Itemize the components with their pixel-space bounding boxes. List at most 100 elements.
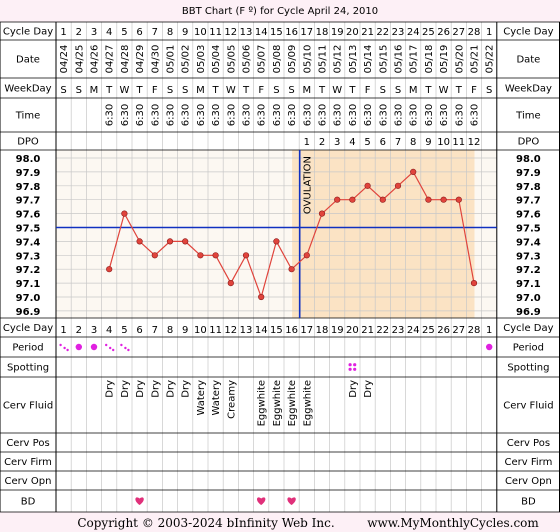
weekday-cell: S: [395, 85, 401, 96]
temperature-point: [303, 252, 310, 259]
y-tick-label: 97.6: [516, 210, 541, 221]
time-cell: 6:30: [287, 104, 298, 126]
cycle-day-cell: 12: [224, 325, 237, 336]
spotting-dot-icon: [353, 363, 357, 367]
time-cell: 6:30: [318, 104, 329, 126]
cycle-day-cell: 1: [60, 325, 66, 336]
date-cell: 05/12: [333, 45, 344, 74]
time-cell: 6:30: [135, 104, 146, 126]
temperature-point: [425, 196, 432, 203]
y-tick-label: 97.4: [16, 237, 41, 248]
time-cell: 6:30: [181, 104, 192, 126]
y-tick-label: 97.9: [16, 168, 41, 179]
time-label: Time: [15, 111, 40, 122]
temperature-point: [242, 252, 250, 259]
y-tick-label: 97.5: [516, 224, 541, 235]
cerv-firm-label: Cerv Firm: [504, 457, 552, 468]
cerv-fluid-cell: Watery: [196, 380, 207, 416]
temperature-point: [379, 196, 386, 203]
cycle-day-cell: 23: [392, 27, 405, 38]
y-tick-label: 96.9: [516, 307, 541, 318]
date-cell: 04/27: [105, 45, 116, 74]
cerv-fluid-cell: Watery: [211, 380, 222, 416]
y-tick-label: 97.2: [516, 265, 541, 276]
temperature-point: [410, 168, 417, 175]
weekday-cell: F: [258, 85, 264, 96]
date-cell: 05/22: [485, 45, 496, 74]
weekday-cell: T: [424, 85, 432, 96]
weekday-cell: S: [486, 85, 492, 96]
weekday-cell: S: [380, 85, 386, 96]
date-cell: 05/18: [424, 45, 435, 74]
y-tick-label: 97.2: [16, 265, 41, 276]
cerv-pos-label: Cerv Pos: [507, 438, 550, 449]
time-cell: 6:30: [120, 104, 131, 126]
dpo-cell: 12: [468, 137, 481, 148]
y-tick-label: 97.1: [16, 279, 41, 290]
cerv-fluid-cell: Dry: [150, 380, 161, 398]
weekday-label: WeekDay: [505, 84, 552, 95]
spotting-dot-icon: [348, 367, 352, 371]
cycle-day-cell: 18: [316, 325, 329, 336]
date-cell: 04/26: [90, 45, 101, 74]
weekday-cell: W: [332, 85, 342, 96]
cerv-fluid-cell: Dry: [135, 380, 146, 398]
cycle-day-cell: 20: [346, 27, 359, 38]
dpo-cell: 11: [452, 137, 465, 148]
temperature-point: [273, 238, 280, 245]
y-tick-label: 97.3: [516, 251, 541, 262]
bd-label: BD: [521, 497, 536, 508]
dpo-label: DPO: [518, 137, 540, 148]
footer-site: www.MyMonthlyCycles.com: [367, 516, 539, 530]
cycle-day-cell: 16: [285, 325, 298, 336]
weekday-cell: S: [182, 85, 188, 96]
y-tick-label: 96.9: [16, 307, 41, 318]
cerv-fluid-cell: Dry: [181, 380, 192, 398]
cycle-day-cell: 1: [486, 27, 492, 38]
dpo-cell: 4: [349, 137, 355, 148]
cycle-day-cell: 7: [152, 27, 158, 38]
temperature-point: [227, 280, 234, 287]
y-tick-label: 97.9: [516, 168, 541, 179]
cerv-fluid-cell: Dry: [166, 380, 177, 398]
temperature-point: [212, 252, 219, 259]
time-cell: 6:30: [439, 104, 450, 126]
weekday-cell: F: [152, 85, 158, 96]
cerv-firm-label: Cerv Firm: [4, 457, 52, 468]
cycle-day-cell: 26: [437, 27, 450, 38]
temperature-point: [364, 182, 371, 189]
temperature-point: [106, 266, 113, 273]
weekday-cell: M: [302, 85, 311, 96]
date-cell: 05/19: [439, 45, 450, 74]
bd-heart-icon: [257, 497, 266, 505]
cycle-day-cell: 8: [167, 325, 173, 336]
time-cell: 6:30: [196, 104, 207, 126]
cycle-day-cell: 19: [331, 325, 344, 336]
weekday-cell: M: [90, 85, 99, 96]
temperature-point: [288, 266, 295, 273]
weekday-cell: S: [76, 85, 82, 96]
ovulation-label: OVULATION: [303, 156, 314, 214]
cycle-day-cell: 17: [300, 27, 313, 38]
dpo-label: DPO: [17, 137, 39, 148]
y-tick-label: 97.7: [516, 196, 541, 207]
cycle-day-cell: 12: [224, 27, 237, 38]
period-dot-icon: [124, 346, 127, 350]
cerv-fluid-cell: Dry: [120, 380, 131, 398]
time-cell: 6:30: [424, 104, 435, 126]
cycle-day-cell: 25: [422, 325, 435, 336]
date-cell: 05/17: [409, 45, 420, 74]
time-cell: 6:30: [470, 104, 481, 126]
cycle-day-cell: 27: [452, 325, 465, 336]
y-tick-label: 98.0: [16, 154, 41, 165]
cycle-day-cell: 3: [91, 27, 97, 38]
time-cell: 6:30: [378, 104, 389, 126]
cycle-day-cell: 4: [106, 325, 112, 336]
date-cell: 05/03: [196, 45, 207, 74]
period-label: Period: [513, 343, 544, 354]
time-cell: 6:30: [363, 104, 374, 126]
cycle-day-label: Cycle Day: [503, 27, 553, 38]
cerv-fluid-label: Cerv Fluid: [503, 401, 553, 412]
y-tick-label: 97.1: [516, 279, 541, 290]
weekday-cell: W: [439, 85, 449, 96]
